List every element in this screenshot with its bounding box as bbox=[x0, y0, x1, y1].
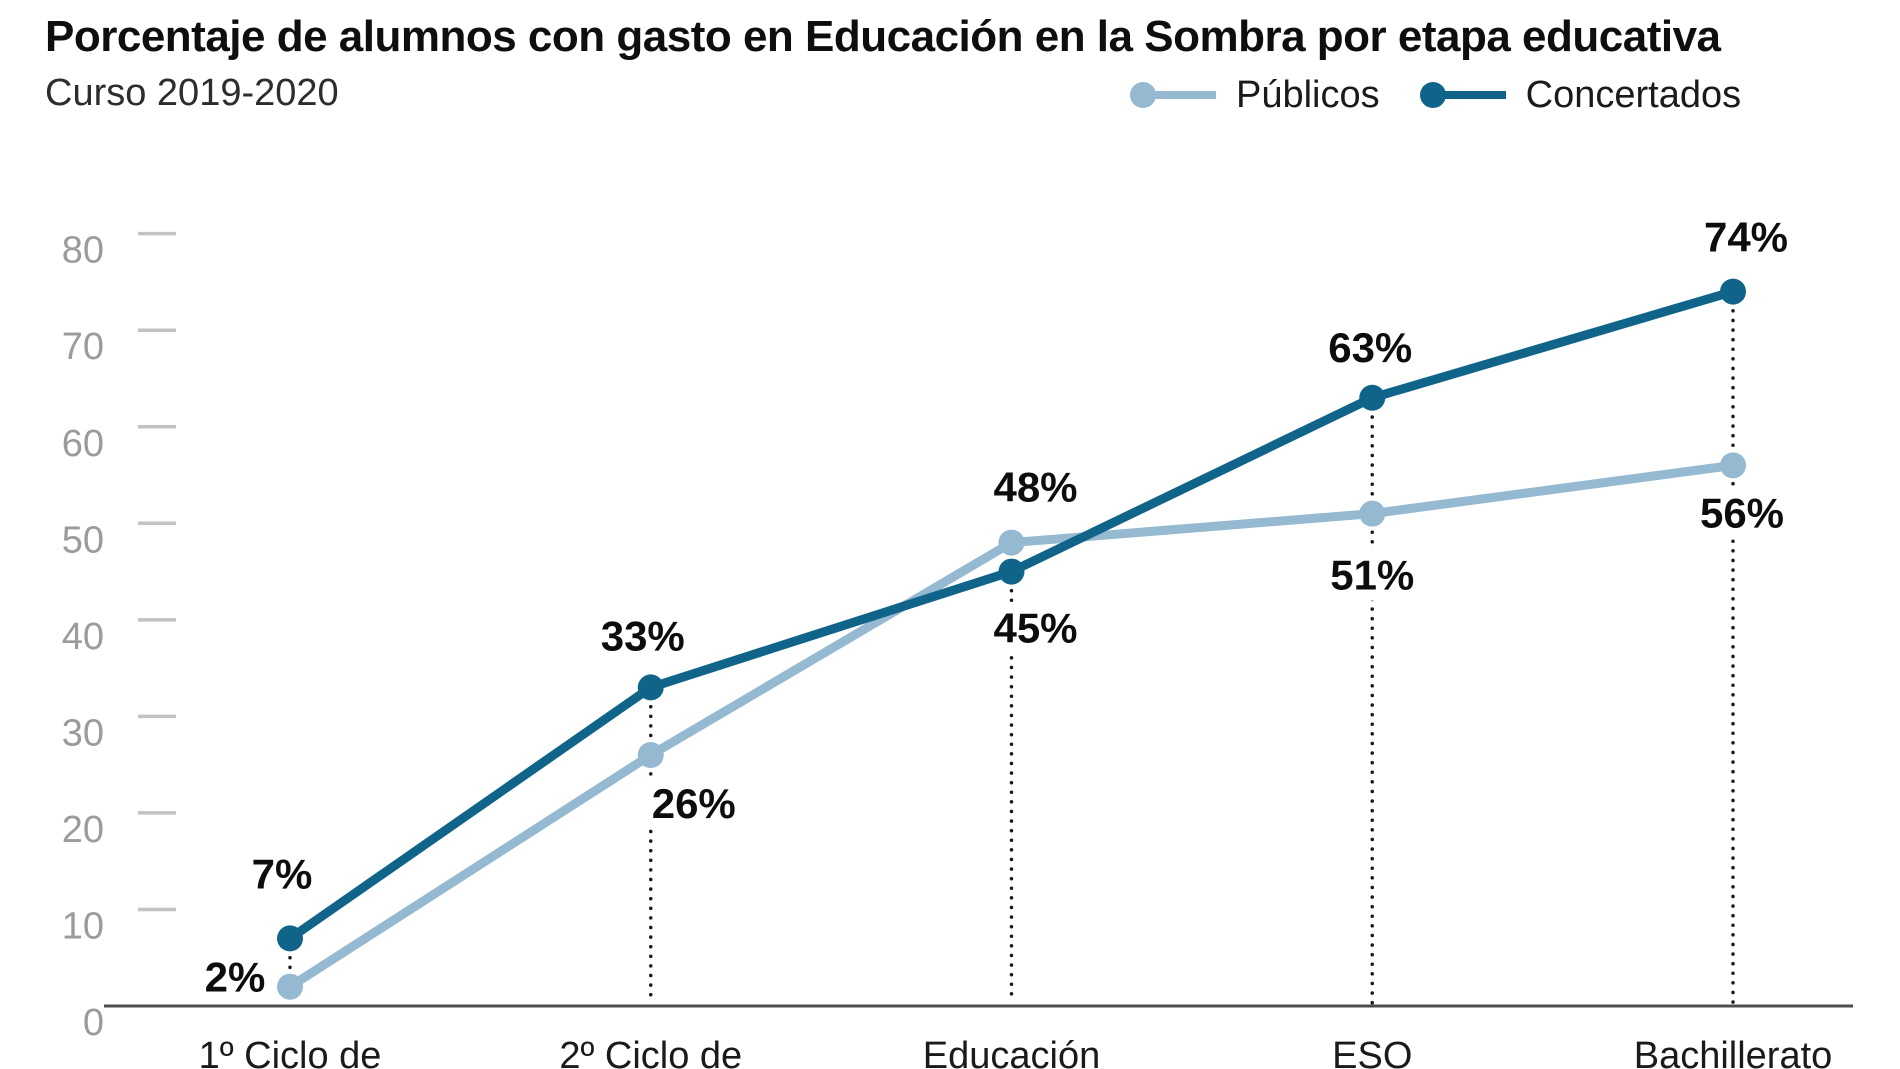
y-axis-label: 70 bbox=[62, 326, 104, 368]
data-point-concertados bbox=[1720, 278, 1746, 305]
data-label: 48% bbox=[993, 464, 1077, 511]
data-label: 51% bbox=[1330, 552, 1414, 599]
x-category-label: ESO bbox=[1332, 1035, 1412, 1069]
data-labels: 2% 26% 48% 51% 56% 7% 33% 45% 63% 74% bbox=[205, 214, 1788, 1001]
data-point-concertados bbox=[1359, 384, 1386, 411]
legend-marker-concertados-icon bbox=[1419, 82, 1506, 108]
data-label-bg bbox=[1695, 487, 1789, 539]
data-point-concertados bbox=[277, 925, 303, 952]
data-label: 2% bbox=[205, 954, 266, 1001]
x-category-label: 1º Ciclo de bbox=[199, 1035, 382, 1069]
legend-marker-publicos-icon bbox=[1130, 82, 1216, 108]
data-label-bg bbox=[989, 602, 1082, 654]
legend-label-publicos: Públicos bbox=[1236, 73, 1380, 116]
y-axis-label: 80 bbox=[62, 230, 104, 272]
y-axis-label: 10 bbox=[62, 905, 104, 947]
data-label-bg bbox=[1326, 549, 1419, 601]
data-label: 7% bbox=[252, 850, 313, 897]
data-label: 45% bbox=[993, 605, 1077, 652]
y-axis-label: 30 bbox=[62, 712, 104, 754]
data-label: 26% bbox=[652, 780, 736, 827]
data-label-backgrounds bbox=[200, 211, 1793, 1003]
x-category-label: Bachillerato bbox=[1634, 1035, 1833, 1069]
y-axis-label: 20 bbox=[62, 809, 104, 851]
legend-item-concertados: Concertados bbox=[1416, 70, 1741, 120]
data-label-bg bbox=[200, 951, 270, 1003]
x-category-label: Educación bbox=[923, 1035, 1100, 1069]
data-label-bg bbox=[989, 461, 1082, 513]
data-label-bg bbox=[647, 777, 740, 829]
x-category-label: 2º Ciclo de bbox=[559, 1035, 742, 1069]
legend-item-publicos: Públicos bbox=[1126, 70, 1380, 120]
data-label: 56% bbox=[1700, 489, 1784, 536]
y-axis-label: 0 bbox=[83, 1002, 104, 1044]
data-point-publicos bbox=[1720, 452, 1746, 479]
data-label: 33% bbox=[601, 612, 685, 659]
page-title: Porcentaje de alumnos con gasto en Educa… bbox=[45, 12, 1721, 61]
data-point-publicos bbox=[1359, 500, 1386, 527]
legend-label-concertados: Concertados bbox=[1525, 73, 1742, 116]
data-label-bg bbox=[1324, 321, 1417, 373]
data-label-bg bbox=[1699, 211, 1793, 263]
data-point-concertados bbox=[998, 558, 1025, 585]
chart-subtitle: Curso 2019-2020 bbox=[45, 72, 339, 114]
chart-legend: Públicos Concertados bbox=[1126, 70, 1741, 120]
data-point-publicos bbox=[998, 529, 1025, 556]
data-point-concertados bbox=[637, 674, 664, 701]
data-label-bg bbox=[596, 610, 689, 662]
y-axis-label: 50 bbox=[62, 519, 104, 561]
data-point-publicos bbox=[637, 741, 664, 768]
y-axis-label: 40 bbox=[62, 616, 104, 658]
data-point-publicos bbox=[277, 973, 303, 1000]
data-label: 63% bbox=[1328, 324, 1412, 371]
data-label: 74% bbox=[1704, 214, 1788, 261]
y-axis-label: 60 bbox=[62, 423, 104, 465]
data-label-bg bbox=[247, 848, 317, 900]
